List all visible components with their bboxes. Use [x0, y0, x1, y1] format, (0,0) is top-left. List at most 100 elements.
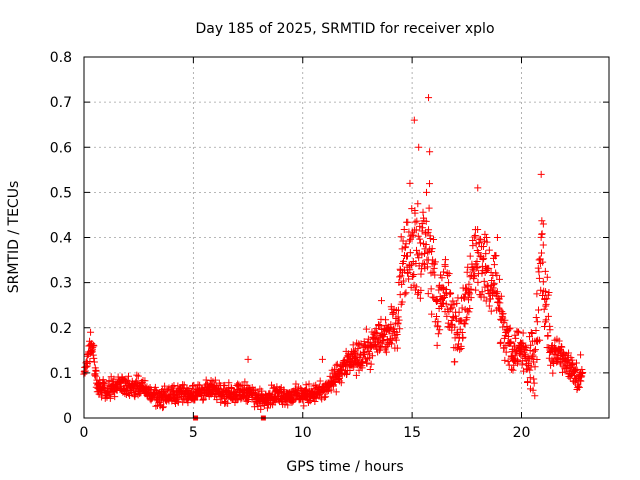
- data-point: [451, 323, 459, 331]
- data-point: [577, 351, 585, 359]
- data-point: [422, 241, 430, 248]
- data-point: [473, 257, 481, 265]
- data-point: [532, 314, 540, 322]
- data-point: [428, 310, 436, 318]
- data-point: [346, 366, 354, 374]
- data-point: [471, 271, 479, 279]
- data-point: [510, 361, 518, 369]
- data-point: [529, 351, 537, 359]
- data-point: [409, 272, 417, 280]
- data-point: [159, 404, 167, 412]
- data-point: [322, 393, 330, 401]
- data-point: [527, 328, 535, 336]
- data-point: [433, 322, 441, 330]
- data-point: [501, 356, 509, 364]
- data-point: [336, 377, 344, 385]
- data-point: [549, 369, 557, 377]
- data-point: [414, 200, 422, 208]
- data-point: [472, 240, 480, 248]
- data-point: [427, 285, 435, 293]
- data-point: [472, 286, 480, 294]
- data-point: [378, 297, 385, 305]
- data-point: [577, 373, 585, 381]
- data-point: [453, 299, 461, 307]
- data-point: [463, 268, 471, 276]
- data-point: [433, 313, 441, 321]
- data-point: [408, 205, 416, 213]
- data-point: [180, 381, 188, 389]
- data-point: [331, 365, 339, 373]
- y-axis-label: SRMTID / TECUs: [6, 181, 22, 294]
- data-point: [533, 318, 541, 326]
- y-tick-label: 0: [63, 411, 72, 427]
- data-point: [530, 347, 538, 355]
- data-point: [417, 286, 425, 294]
- y-tick-label: 0.6: [50, 140, 72, 156]
- x-tick-label: 0: [80, 425, 89, 441]
- data-point: [526, 366, 534, 374]
- data-point: [456, 346, 464, 354]
- data-point: [515, 328, 523, 336]
- data-point: [284, 401, 292, 409]
- data-point: [222, 399, 230, 407]
- data-point: [420, 249, 428, 257]
- data-point: [302, 381, 310, 389]
- data-point: [539, 241, 547, 249]
- data-point: [397, 233, 405, 241]
- data-point: [506, 324, 514, 332]
- data-point: [505, 325, 513, 333]
- y-tick-label: 0.2: [50, 321, 72, 337]
- data-point: [487, 307, 495, 315]
- data-point: [354, 345, 362, 353]
- data-point: [480, 293, 488, 301]
- data-point: [509, 366, 517, 374]
- data-point: [543, 273, 551, 281]
- data-point: [392, 336, 400, 344]
- data-point: [578, 370, 586, 378]
- y-tick-label: 0.3: [50, 276, 72, 292]
- data-point: [417, 270, 425, 278]
- data-point: [493, 271, 501, 279]
- data-point: [381, 344, 389, 352]
- data-point: [431, 258, 439, 266]
- data-point: [419, 259, 427, 267]
- data-point: [566, 374, 574, 382]
- data-point: [87, 328, 95, 336]
- data-point: [541, 267, 549, 275]
- data-point: [328, 379, 336, 387]
- data-point: [438, 274, 446, 282]
- data-point: [387, 321, 395, 329]
- data-point: [106, 394, 114, 402]
- data-point: [511, 342, 519, 350]
- data-point: [544, 312, 552, 320]
- data-point: [474, 278, 482, 286]
- data-point: [466, 304, 474, 312]
- data-point: [440, 268, 448, 276]
- data-point: [224, 399, 232, 407]
- data-point: [451, 358, 459, 366]
- data-point: [412, 283, 420, 291]
- data-point: [531, 346, 539, 354]
- data-point: [316, 377, 324, 385]
- data-point: [499, 323, 507, 331]
- data-point: [254, 390, 262, 398]
- data-point: [416, 294, 424, 302]
- data-point: [395, 316, 403, 324]
- data-point: [332, 388, 340, 396]
- data-point: [414, 232, 422, 240]
- data-point: [545, 289, 553, 297]
- data-point: [99, 376, 107, 384]
- data-point: [535, 268, 543, 276]
- data-point: [211, 376, 219, 384]
- data-point: [419, 224, 427, 232]
- data-point: [425, 204, 433, 212]
- data-point: [527, 341, 535, 349]
- data-point: [90, 342, 98, 350]
- data-point: [505, 332, 513, 340]
- data-point: [124, 372, 132, 380]
- data-point: [529, 386, 537, 394]
- data-point: [320, 393, 328, 401]
- data-point: [537, 286, 545, 294]
- data-point: [423, 263, 431, 271]
